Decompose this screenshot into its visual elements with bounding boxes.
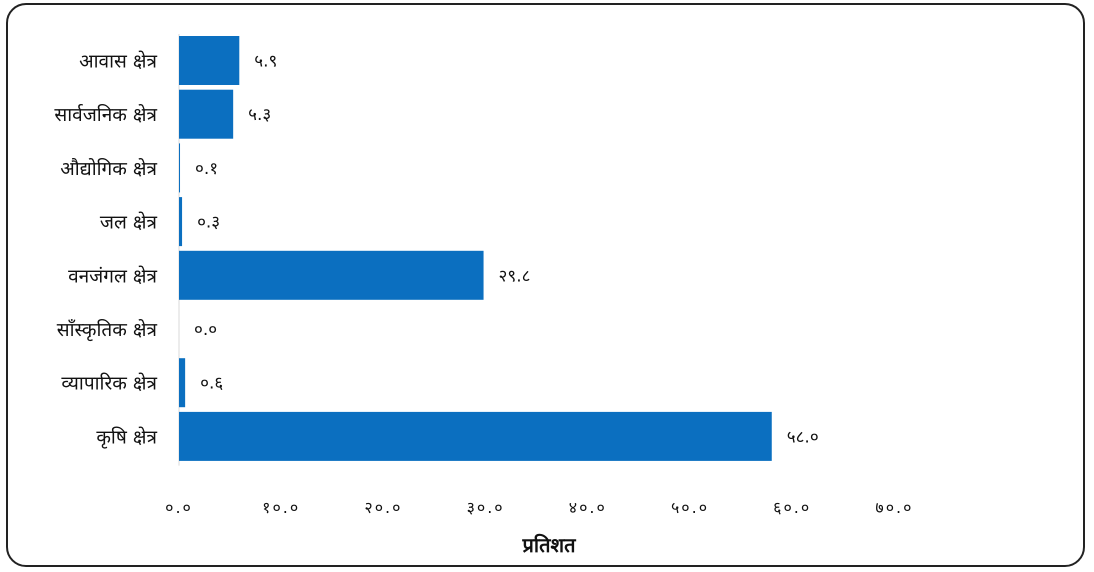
value-label: ५.९: [254, 52, 277, 72]
x-tick-label: ४०.०: [569, 498, 607, 517]
value-label: ५८.०: [787, 427, 819, 447]
bars-group: [178, 34, 772, 466]
category-label: जल क्षेत्र: [100, 211, 158, 234]
bar: [179, 197, 183, 247]
value-label: ५.३: [248, 105, 271, 125]
value-labels: ५.९ ५.३ ०.१ ०.३ २९.८ ०.० ०.६ ५८.०: [194, 52, 819, 448]
x-tick-label: २०.०: [364, 498, 402, 517]
x-tick-labels: ०.० १०.० २०.० ३०.० ४०.० ५०.० ६०.० ७०.०: [165, 498, 913, 517]
category-label: कृषि क्षेत्र: [96, 425, 157, 449]
value-label: ०.६: [200, 374, 223, 394]
value-label: ०.१: [195, 159, 218, 179]
value-label: ०.३: [197, 213, 220, 233]
x-tick-label: १०.०: [262, 498, 300, 517]
category-label: औद्योगिक क्षेत्र: [60, 157, 157, 180]
category-label: वनजंगल क्षेत्र: [68, 264, 157, 287]
bar: [179, 36, 240, 85]
x-tick-label: ६०.०: [773, 498, 811, 517]
x-axis-title: प्रतिशत: [522, 533, 578, 557]
x-tick-label: ३०.०: [467, 498, 505, 517]
x-tick-label: ५०.०: [671, 498, 709, 517]
category-label: व्यापारिक क्षेत्र: [61, 372, 157, 395]
bar: [179, 411, 772, 461]
category-label: आवास क्षेत्र: [79, 50, 157, 73]
category-label: साँस्कृतिक क्षेत्र: [57, 318, 158, 342]
bar: [179, 250, 484, 300]
category-labels: आवास क्षेत्र सार्वजनिक क्षेत्र औद्योगिक क्…: [54, 50, 157, 450]
x-tick-label: ०.०: [165, 498, 193, 517]
category-label: सार्वजनिक क्षेत्र: [54, 103, 157, 126]
value-label: ०.०: [194, 320, 217, 340]
bar: [179, 89, 234, 139]
value-label: २९.८: [499, 266, 531, 286]
bar: [179, 358, 186, 408]
x-tick-label: ७०.०: [875, 498, 913, 517]
bar: [179, 143, 181, 193]
